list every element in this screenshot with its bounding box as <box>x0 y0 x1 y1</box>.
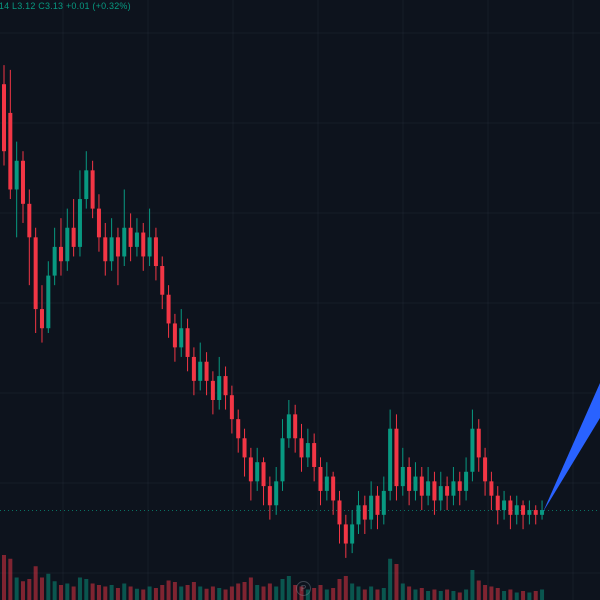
watermark-letter: P <box>300 584 307 593</box>
ohlc-legend: 3.14 L3.12 C3.13 +0.01 (+0.32%) <box>0 1 131 11</box>
watermark-logo-icon: P <box>296 581 311 596</box>
